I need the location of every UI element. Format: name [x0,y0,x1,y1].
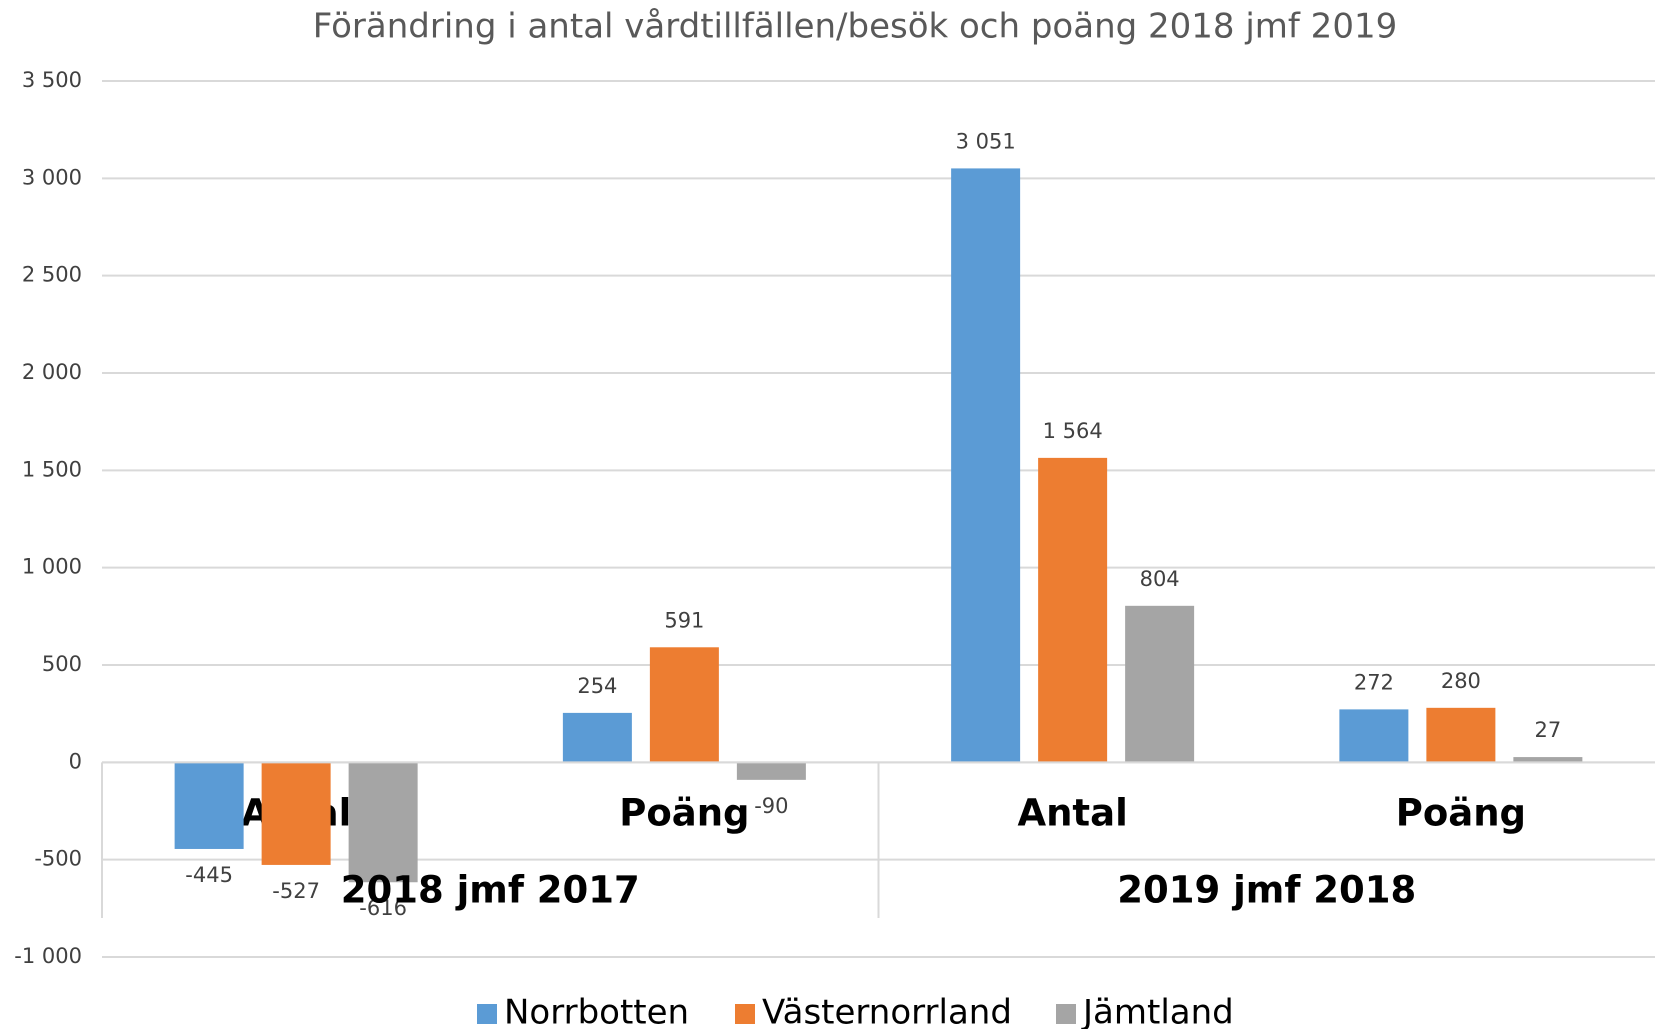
y-tick-label: 3 500 [22,68,82,92]
y-tick-label: 2 500 [22,263,82,287]
value-label: 804 [1140,567,1180,591]
y-tick-label: 1 000 [22,555,82,579]
y-tick-label: 3 000 [22,165,82,189]
y-tick-label: 0 [69,749,82,773]
value-label: -445 [185,863,233,887]
bar [1426,707,1496,763]
y-tick-label: 500 [42,652,82,676]
chart-title: Förändring i antal vårdtillfällen/besök … [313,7,1397,47]
bar [649,647,719,763]
legend-swatch [477,1004,497,1024]
bar [1038,457,1108,763]
value-label: 280 [1441,669,1481,693]
bar [1125,605,1195,763]
legend-label: Jämtland [1081,993,1234,1029]
group-label: 2019 jmf 2018 [1117,869,1416,912]
value-label: 254 [577,674,617,698]
bar [348,762,418,883]
legend-swatch [735,1004,755,1024]
value-label: -527 [272,879,320,903]
x-tick-label: Poäng [619,792,749,835]
legend-label: Norrbotten [504,993,689,1029]
x-tick-label: Antal [1017,792,1127,835]
bar [562,712,632,763]
value-label: 27 [1535,718,1562,742]
y-tick-label: -500 [34,847,82,871]
value-label: 3 051 [956,129,1016,153]
value-label: 272 [1354,670,1394,694]
y-tick-label: 1 500 [22,457,82,481]
legend-swatch [1056,1004,1076,1024]
bar [951,168,1021,763]
group-label: 2018 jmf 2017 [341,869,640,912]
value-label: -90 [754,794,788,818]
value-label: 1 564 [1043,419,1103,443]
bar [174,762,244,849]
bar [1513,757,1583,763]
value-label: -616 [359,896,407,920]
legend-label: Västernorrland [762,993,1012,1029]
y-tick-label: 2 000 [22,360,82,384]
value-label: 591 [664,608,704,632]
y-tick-label: -1 000 [14,944,82,968]
x-tick-label: Poäng [1396,792,1526,835]
bar [736,762,806,780]
bar [261,762,331,865]
bar [1339,709,1409,763]
